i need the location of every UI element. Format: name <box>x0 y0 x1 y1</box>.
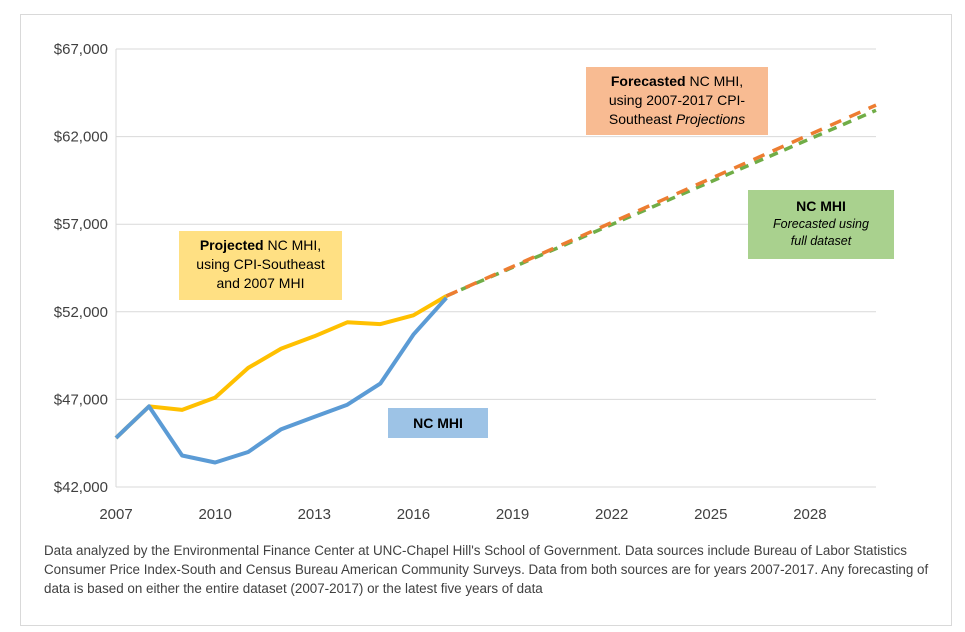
full-dataset-annotation: NC MHI Forecasted using full dataset <box>748 190 894 259</box>
full-dataset-annotation-sub2: full dataset <box>790 234 852 248</box>
full-dataset-annotation-sub1: Forecasted using <box>773 217 869 231</box>
projected-annotation-line3: and 2007 MHI <box>216 275 305 291</box>
x-tick-label: 2019 <box>496 506 529 523</box>
forecasted-annotation: Forecasted NC MHI, using 2007-2017 CPI- … <box>586 67 768 135</box>
forecasted-annotation-bold: Forecasted <box>610 73 686 89</box>
projected-nc-mhi-line <box>114 294 448 440</box>
forecasted-annotation-line3: Southeast <box>608 111 676 127</box>
gridlines <box>115 48 876 488</box>
x-tick-label: 2013 <box>298 506 331 523</box>
projected-annotation: Projected NC MHI, using CPI-Southeast an… <box>179 231 342 300</box>
x-tick-label: 2022 <box>595 506 628 523</box>
x-tick-label: 2007 <box>99 506 132 523</box>
x-tick-label: 2010 <box>198 506 231 523</box>
forecasted-annotation-line1: NC MHI, <box>685 73 744 89</box>
x-axis-ticks: 2007 2010 2013 2016 2019 2022 2025 2028 <box>99 506 826 523</box>
y-tick-label: $57,000 <box>54 216 108 233</box>
series-lines <box>114 103 877 465</box>
y-axis-ticks: $42,000 $47,000 $52,000 $57,000 $62,000 $67,0… <box>54 41 108 496</box>
y-tick-label: $42,000 <box>54 479 108 496</box>
projected-annotation-bold: Projected <box>199 237 264 253</box>
full-dataset-forecast-line <box>445 108 877 298</box>
projected-annotation-line2: using CPI-Southeast <box>196 256 325 272</box>
chart-frame <box>20 14 952 626</box>
chart-footnote: Data analyzed by the Environmental Finan… <box>44 543 929 596</box>
y-tick-label: $52,000 <box>54 304 108 321</box>
forecasted-annotation-italic: Projections <box>675 111 746 127</box>
cpi-forecast-line <box>445 103 877 298</box>
x-tick-label: 2016 <box>397 506 430 523</box>
projected-annotation-line1: NC MHI, <box>263 237 322 253</box>
y-tick-label: $62,000 <box>54 129 108 146</box>
forecasted-annotation-line2: using 2007-2017 CPI- <box>608 92 746 108</box>
x-tick-label: 2025 <box>694 506 727 523</box>
y-tick-label: $47,000 <box>54 391 108 408</box>
full-dataset-annotation-title: NC MHI <box>796 198 846 214</box>
x-tick-label: 2028 <box>793 506 826 523</box>
y-tick-label: $67,000 <box>54 41 108 58</box>
nc-mhi-line <box>114 296 448 465</box>
nc-mhi-annotation: NC MHI <box>388 408 488 438</box>
